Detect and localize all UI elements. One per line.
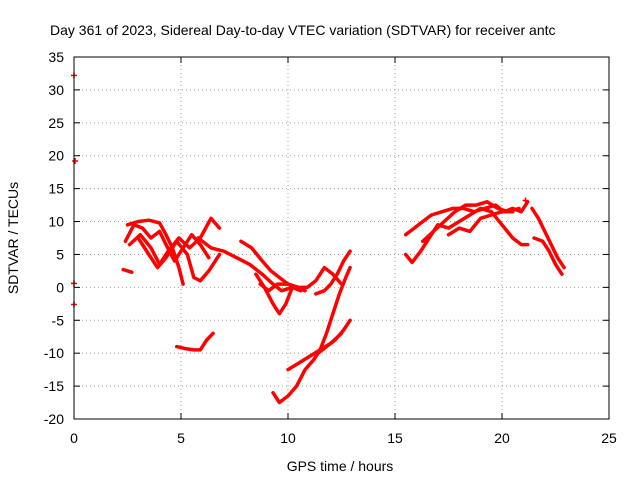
x-tick-label: 10: [280, 430, 296, 446]
data-series-trace: [530, 206, 566, 270]
y-tick-label: 30: [48, 82, 64, 98]
data-markers: [71, 72, 529, 308]
data-series-trace: [258, 265, 344, 293]
x-tick-label: 5: [177, 430, 185, 446]
data-series-trace: [125, 218, 185, 286]
y-axis-label: SDTVAR / TECUs: [5, 182, 21, 294]
data-series-trace: [123, 223, 211, 263]
data-series-trace: [532, 236, 564, 276]
data-series-trace: [286, 331, 344, 372]
data-point-marker: [522, 197, 529, 204]
data-series-trace: [446, 209, 515, 237]
data-series: [121, 200, 566, 405]
y-tick-label: 20: [48, 148, 64, 164]
y-tick-label: 0: [56, 279, 64, 295]
data-series-trace: [121, 267, 134, 274]
data-series-trace: [254, 272, 295, 316]
data-series-trace: [403, 206, 530, 265]
y-axis-tick-labels: -20 -15 -10 -5 0 5 10 15 20 25 30 35: [44, 49, 64, 427]
y-tick-label: 5: [56, 246, 64, 262]
data-point-marker: [72, 157, 79, 164]
x-tick-label: 0: [70, 430, 78, 446]
plot-frame: [73, 56, 610, 420]
x-tick-label: 25: [601, 430, 617, 446]
y-tick-label: -5: [52, 312, 65, 328]
data-series-trace: [403, 200, 530, 237]
data-series-trace: [174, 331, 215, 352]
data-series-trace: [271, 265, 352, 405]
data-series-trace: [314, 249, 352, 296]
y-tick-label: 35: [48, 49, 64, 65]
y-tick-label: 25: [48, 115, 64, 131]
y-tick-label: -15: [44, 378, 64, 394]
x-tick-label: 15: [387, 430, 403, 446]
y-tick-label: 10: [48, 214, 64, 230]
x-axis-label: GPS time / hours: [287, 458, 394, 474]
grid: [74, 57, 609, 419]
chart-title: Day 361 of 2023, Sidereal Day-to-day VTE…: [50, 22, 556, 38]
x-tick-label: 20: [494, 430, 510, 446]
y-tick-label: -10: [44, 345, 64, 361]
axis-ticks: [73, 56, 610, 420]
y-tick-label: 15: [48, 181, 64, 197]
y-tick-label: -20: [44, 411, 64, 427]
x-axis-tick-labels: 0 5 10 15 20 25: [70, 430, 617, 446]
data-series-trace: [196, 236, 303, 293]
data-series-trace: [136, 236, 222, 283]
